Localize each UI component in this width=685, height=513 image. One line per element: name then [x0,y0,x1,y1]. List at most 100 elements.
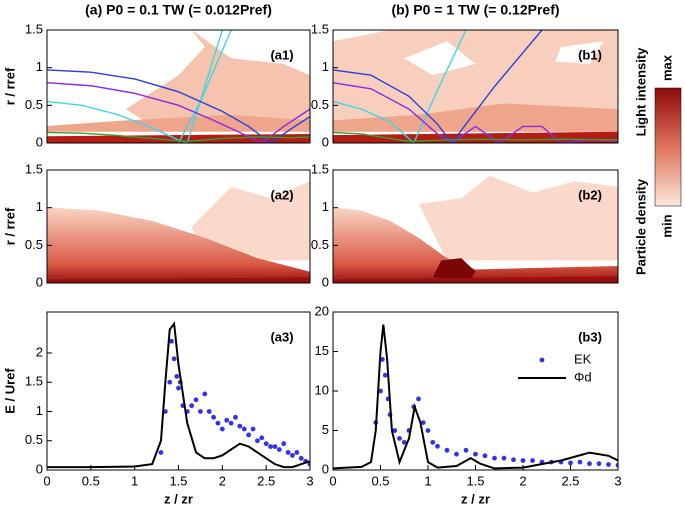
density-field [333,276,618,283]
panel: 0 0.5 1 1.5 (a1) r / rref (a) P0 = 0.1 TW (= 0… [2,2,311,149]
x-tick-label: 0 [329,473,336,488]
ek-point [492,455,497,461]
density-field [47,207,310,283]
y-tick-label: 1.5 [311,21,329,36]
ek-point [401,439,407,445]
panel-label: (a3) [270,329,293,344]
ek-point [463,447,469,453]
beam-line [333,131,618,143]
ek-point [272,444,278,449]
y-tick-label: 1 [36,403,43,418]
ek-point [276,447,282,452]
panel-label: (b3) [578,329,602,344]
y-tick-label: 0 [322,134,329,149]
y-tick-label: 0 [36,134,43,149]
y-tick-label: 10 [315,382,329,397]
ek-point [392,428,398,433]
y-tick-label: 0 [36,461,43,476]
density-field [47,114,310,132]
ek-point [202,391,208,397]
x-axis-label: z / zr [461,491,490,506]
ek-point [444,447,450,453]
density-field [333,103,618,132]
phi-line [333,324,618,470]
panel: 0 0.5 1 1.5 (a2) r / rref [2,161,311,289]
y-tick-label: 20 [315,303,329,318]
y-tick-label: 5 [322,422,329,437]
ek-point [174,373,180,379]
density-field [404,41,476,76]
plot-area [333,175,618,283]
ek-point [501,455,507,461]
y-axis-label: r / rref [2,207,17,245]
beam-line [333,30,543,143]
ek-point [268,444,273,449]
y-tick-label: 0.5 [25,432,43,447]
density-field [555,41,604,64]
ek-point [298,455,304,461]
ek-point [206,409,212,414]
x-tick-label: 1.5 [169,473,187,488]
y-tick-label: 1.5 [25,161,43,176]
colorbar-label: Light intensity [633,47,648,137]
y-tick-label: 15 [315,343,329,358]
x-tick-label: 2.5 [561,473,579,488]
panel: 0 5 10 15 20 0 0.5 1 1.5 2 2.5 3 (b3) z / zr EK Φd [315,303,622,506]
y-tick-label: 1 [322,59,329,74]
beam-line [333,82,618,143]
ek-point [511,457,516,463]
ek-point [193,397,199,403]
ek-point [219,426,225,432]
plot-area [47,321,310,469]
plot-area [333,30,618,143]
ek-point [241,426,247,432]
y-tick-label: 0.5 [25,237,43,252]
colorbar-min: min [659,214,674,237]
frame [332,29,619,144]
panel-label: (a1) [270,47,293,62]
y-tick-label: 1 [36,59,43,74]
x-tick-label: 2 [519,473,526,488]
ek-point [382,372,388,378]
ek-point [307,461,310,467]
y-tick-label: 1.5 [311,161,329,176]
panel-label: (a2) [270,187,293,202]
ek-point [169,338,174,344]
legend-label: EK [574,351,592,366]
ek-point [255,438,260,444]
ek-point [211,414,216,420]
ek-point [294,450,300,455]
ek-point [246,432,252,438]
ek-point [290,452,295,458]
ek-point [380,357,385,362]
beam-line [333,30,467,143]
ek-point [189,403,195,409]
y-tick-label: 1 [322,199,329,214]
y-tick-label: 0.5 [311,237,329,252]
x-tick-label: 1 [424,473,431,488]
density-field [333,207,618,283]
ek-point [378,388,383,394]
y-tick-label: 0 [36,274,43,289]
density-field [125,30,310,127]
ek-point [224,417,230,423]
y-tick-label: 0.5 [311,97,329,112]
y-tick-label: 0 [322,461,329,476]
column-title: (b) P0 = 1 TW (= 0.12Pref) [391,2,559,18]
y-tick-label: 2 [36,344,43,359]
x-tick-label: 0.5 [371,473,389,488]
plot-area [47,181,310,283]
ek-point [281,441,287,447]
beam-line [47,69,310,143]
ek-point [167,379,173,385]
ek-point [454,451,459,457]
ek-point [176,385,181,391]
ek-point [250,426,256,432]
panel: 0 0.5 1 1.5 2 0 0.5 1 1.5 2 2.5 3 (a3) E / Uref z / zr [2,311,314,506]
x-axis-label: z / zr [164,491,193,506]
y-tick-label: 1.5 [25,21,43,36]
panel-label: (b1) [578,47,602,62]
legend-swatch [539,357,545,363]
ek-point [397,436,402,441]
